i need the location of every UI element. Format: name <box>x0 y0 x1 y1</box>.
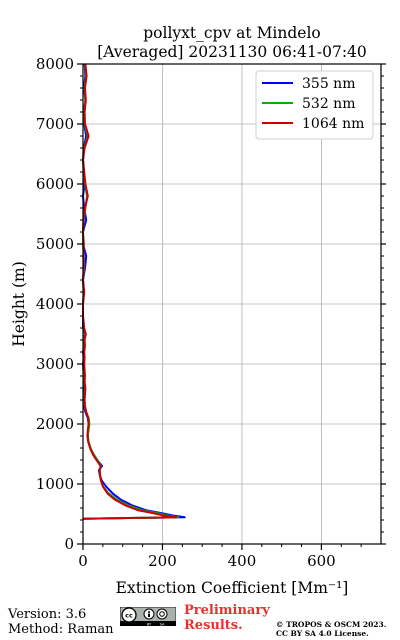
chart-title-line2: [Averaged] 20231130 06:41-07:40 <box>97 43 367 61</box>
svg-text:SA: SA <box>160 622 165 626</box>
svg-text:cc: cc <box>125 612 133 620</box>
x-tick-label: 0 <box>78 552 88 570</box>
series-layer <box>82 63 186 520</box>
cc-by-sa-icon: cc BY SA <box>120 607 176 626</box>
method-label: Method: Raman <box>8 622 114 637</box>
version-label: Version: 3.6 <box>8 607 87 622</box>
license-label: CC BY SA 4.0 License. <box>276 629 369 638</box>
series-line-532-nm <box>82 63 180 520</box>
copyright-label: © TROPOS & OSCM 2023. <box>276 620 387 629</box>
legend: 355 nm 532 nm 1064 nm <box>255 70 374 140</box>
y-tick-label: 4000 <box>36 295 74 313</box>
y-tick-label: 7000 <box>36 115 74 133</box>
y-tick-label: 5000 <box>36 235 74 253</box>
y-axis-label: Height (m) <box>10 261 28 347</box>
y-tick-label: 3000 <box>36 355 74 373</box>
legend-label: 532 nm <box>302 96 355 112</box>
x-tick-label: 600 <box>307 552 336 570</box>
preliminary-label-line1: Preliminary <box>184 603 270 618</box>
ticks: 0 200 400 600010002000300040005000600070008… <box>36 55 386 570</box>
x-tick-label: 400 <box>228 552 257 570</box>
y-tick-label: 8000 <box>36 55 74 73</box>
chart-title-line1: pollyxt_cpv at Mindelo <box>143 24 321 42</box>
legend-label: 1064 nm <box>302 116 364 132</box>
series-line-355-nm <box>82 63 186 520</box>
y-tick-label: 6000 <box>36 175 74 193</box>
y-tick-label: 2000 <box>36 415 74 433</box>
chart: 0 200 400 600010002000300040005000600070008… <box>10 24 386 597</box>
legend-label: 355 nm <box>302 76 355 92</box>
preliminary-label-line2: Results. <box>184 618 243 633</box>
x-tick-label: 200 <box>148 552 177 570</box>
series-line-1064-nm <box>82 63 178 520</box>
y-tick-label: 1000 <box>36 475 74 493</box>
y-tick-label: 0 <box>64 535 74 553</box>
svg-text:BY: BY <box>147 622 152 626</box>
x-axis-label: Extinction Coefficient [Mm⁻¹] <box>116 579 349 597</box>
